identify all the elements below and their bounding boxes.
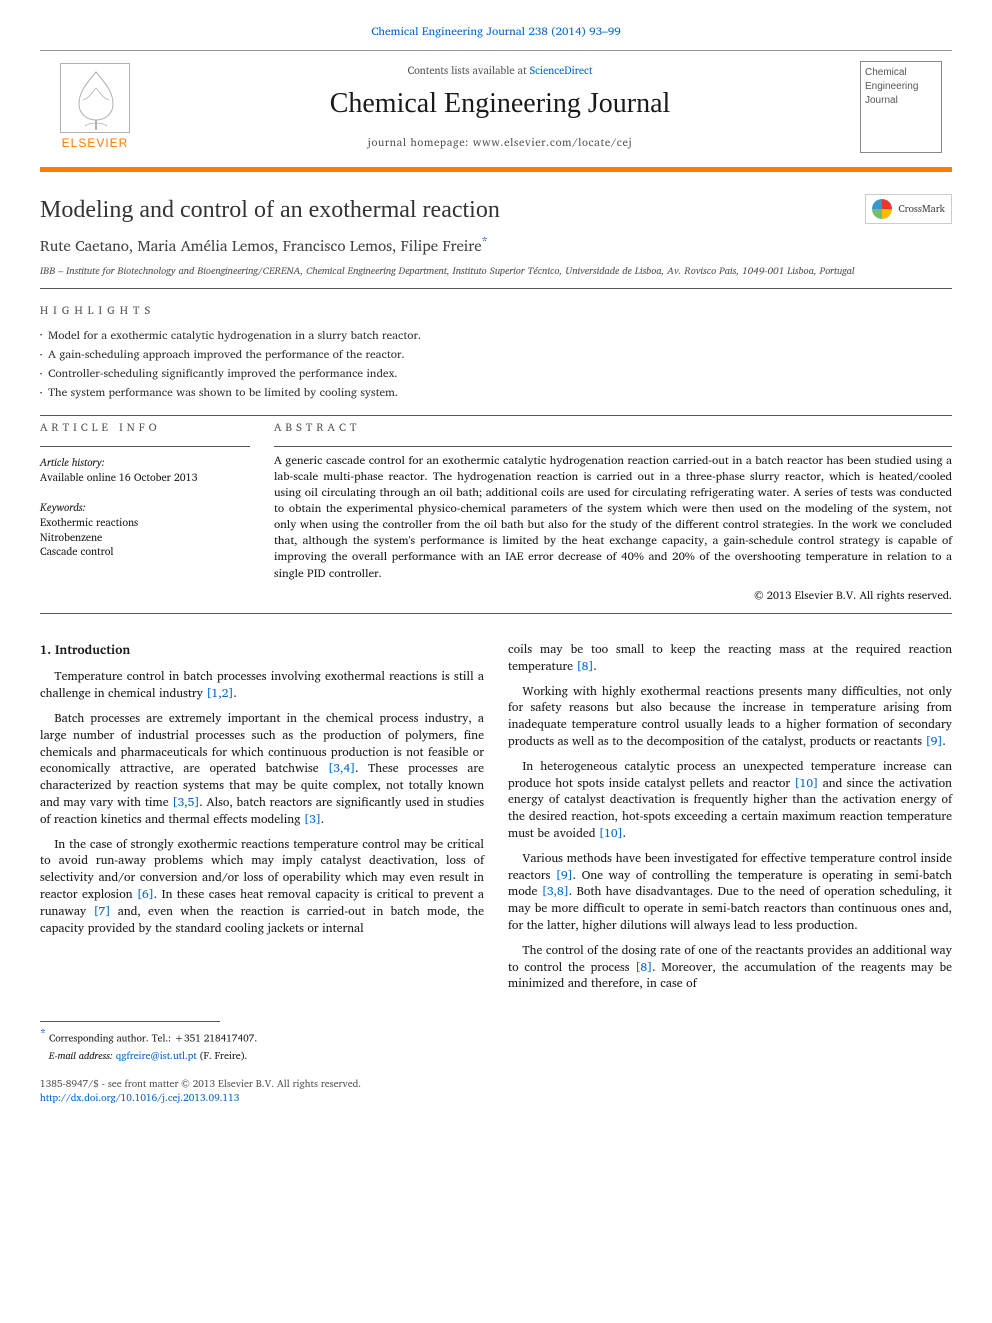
highlights-label: highlights [40, 303, 952, 318]
abstract-label: abstract [274, 420, 952, 435]
article-info-label: article info [40, 420, 250, 435]
contents-line: Contents lists available at ScienceDirec… [140, 63, 860, 78]
paragraph: coils may be too small to keep the react… [508, 642, 952, 676]
accent-bar [40, 168, 952, 172]
highlight-item: Model for a exothermic catalytic hydroge… [40, 328, 952, 344]
paragraph: Temperature control in batch processes i… [40, 669, 484, 703]
rule [40, 288, 952, 289]
body-columns: 1. Introduction Temperature control in b… [40, 642, 952, 1001]
email-link[interactable]: qgfreire@ist.utl.pt [116, 1048, 197, 1064]
right-column: coils may be too small to keep the react… [508, 642, 952, 1001]
history-value: Available online 16 October 2013 [40, 470, 250, 485]
left-column: 1. Introduction Temperature control in b… [40, 642, 484, 1001]
ref-link[interactable]: [9] [926, 732, 943, 751]
paragraph: Working with highly exothermal reactions… [508, 684, 952, 751]
paragraph: The control of the dosing rate of one of… [508, 943, 952, 993]
paragraph: Batch processes are extremely important … [40, 711, 484, 829]
paper-title: Modeling and control of an exothermal re… [40, 194, 500, 228]
abstract-column: abstract A generic cascade control for a… [274, 420, 952, 603]
abstract-copyright: © 2013 Elsevier B.V. All rights reserved… [274, 588, 952, 603]
sciencedirect-link[interactable]: ScienceDirect [530, 61, 593, 79]
journal-header-center: Contents lists available at ScienceDirec… [140, 63, 860, 150]
keyword: Cascade control [40, 544, 250, 559]
citation-header: Chemical Engineering Journal 238 (2014) … [0, 0, 992, 50]
authors-line: Rute Caetano, Maria Amélia Lemos, Franci… [40, 234, 952, 256]
journal-header-band: ELSEVIER Contents lists available at Sci… [40, 50, 952, 168]
rule [40, 415, 952, 416]
highlight-item: The system performance was shown to be l… [40, 385, 952, 401]
ref-link[interactable]: [3] [304, 810, 321, 829]
abstract-text: A generic cascade control for an exother… [274, 453, 952, 582]
citation-link[interactable]: Chemical Engineering Journal 238 (2014) … [371, 22, 621, 41]
paragraph: Various methods have been investigated f… [508, 851, 952, 935]
issn-line: 1385-8947/$ - see front matter © 2013 El… [40, 1077, 952, 1091]
footnote-rule [40, 1021, 220, 1022]
rule [40, 613, 952, 614]
elsevier-logo[interactable]: ELSEVIER [50, 63, 140, 152]
section-heading: 1. Introduction [40, 642, 484, 660]
crossmark-icon [872, 199, 892, 219]
crossmark-badge[interactable]: CrossMark [865, 194, 952, 224]
corresponding-footnote: * Corresponding author. Tel.: +351 21841… [40, 1026, 952, 1045]
doi-link[interactable]: http://dx.doi.org/10.1016/j.cej.2013.09.… [40, 1090, 239, 1106]
ref-link[interactable]: [8] [577, 657, 594, 676]
elsevier-wordmark: ELSEVIER [50, 135, 140, 152]
elsevier-tree-icon [60, 63, 130, 133]
article-info-column: article info Article history: Available … [40, 420, 250, 603]
affiliation: IBB – Institute for Biotechnology and Bi… [40, 264, 952, 278]
corresponding-star[interactable]: * [482, 232, 488, 251]
footer-meta: 1385-8947/$ - see front matter © 2013 El… [40, 1077, 952, 1105]
highlight-item: Controller-scheduling significantly impr… [40, 366, 952, 382]
journal-title: Chemical Engineering Journal [140, 84, 860, 123]
email-footnote: E-mail address: qgfreire@ist.utl.pt (F. … [40, 1049, 952, 1063]
highlight-item: A gain-scheduling approach improved the … [40, 347, 952, 363]
journal-homepage-url[interactable]: www.elsevier.com/locate/cej [473, 133, 633, 151]
ref-link[interactable]: [10] [599, 824, 623, 843]
paragraph: In heterogeneous catalytic process an un… [508, 759, 952, 843]
paragraph: In the case of strongly exothermic react… [40, 837, 484, 938]
journal-homepage-line: journal homepage: www.elsevier.com/locat… [140, 135, 860, 150]
highlights-list: Model for a exothermic catalytic hydroge… [40, 328, 952, 401]
journal-cover-thumbnail[interactable]: Chemical Engineering Journal [860, 61, 942, 153]
ref-link[interactable]: [1,2] [206, 684, 233, 703]
